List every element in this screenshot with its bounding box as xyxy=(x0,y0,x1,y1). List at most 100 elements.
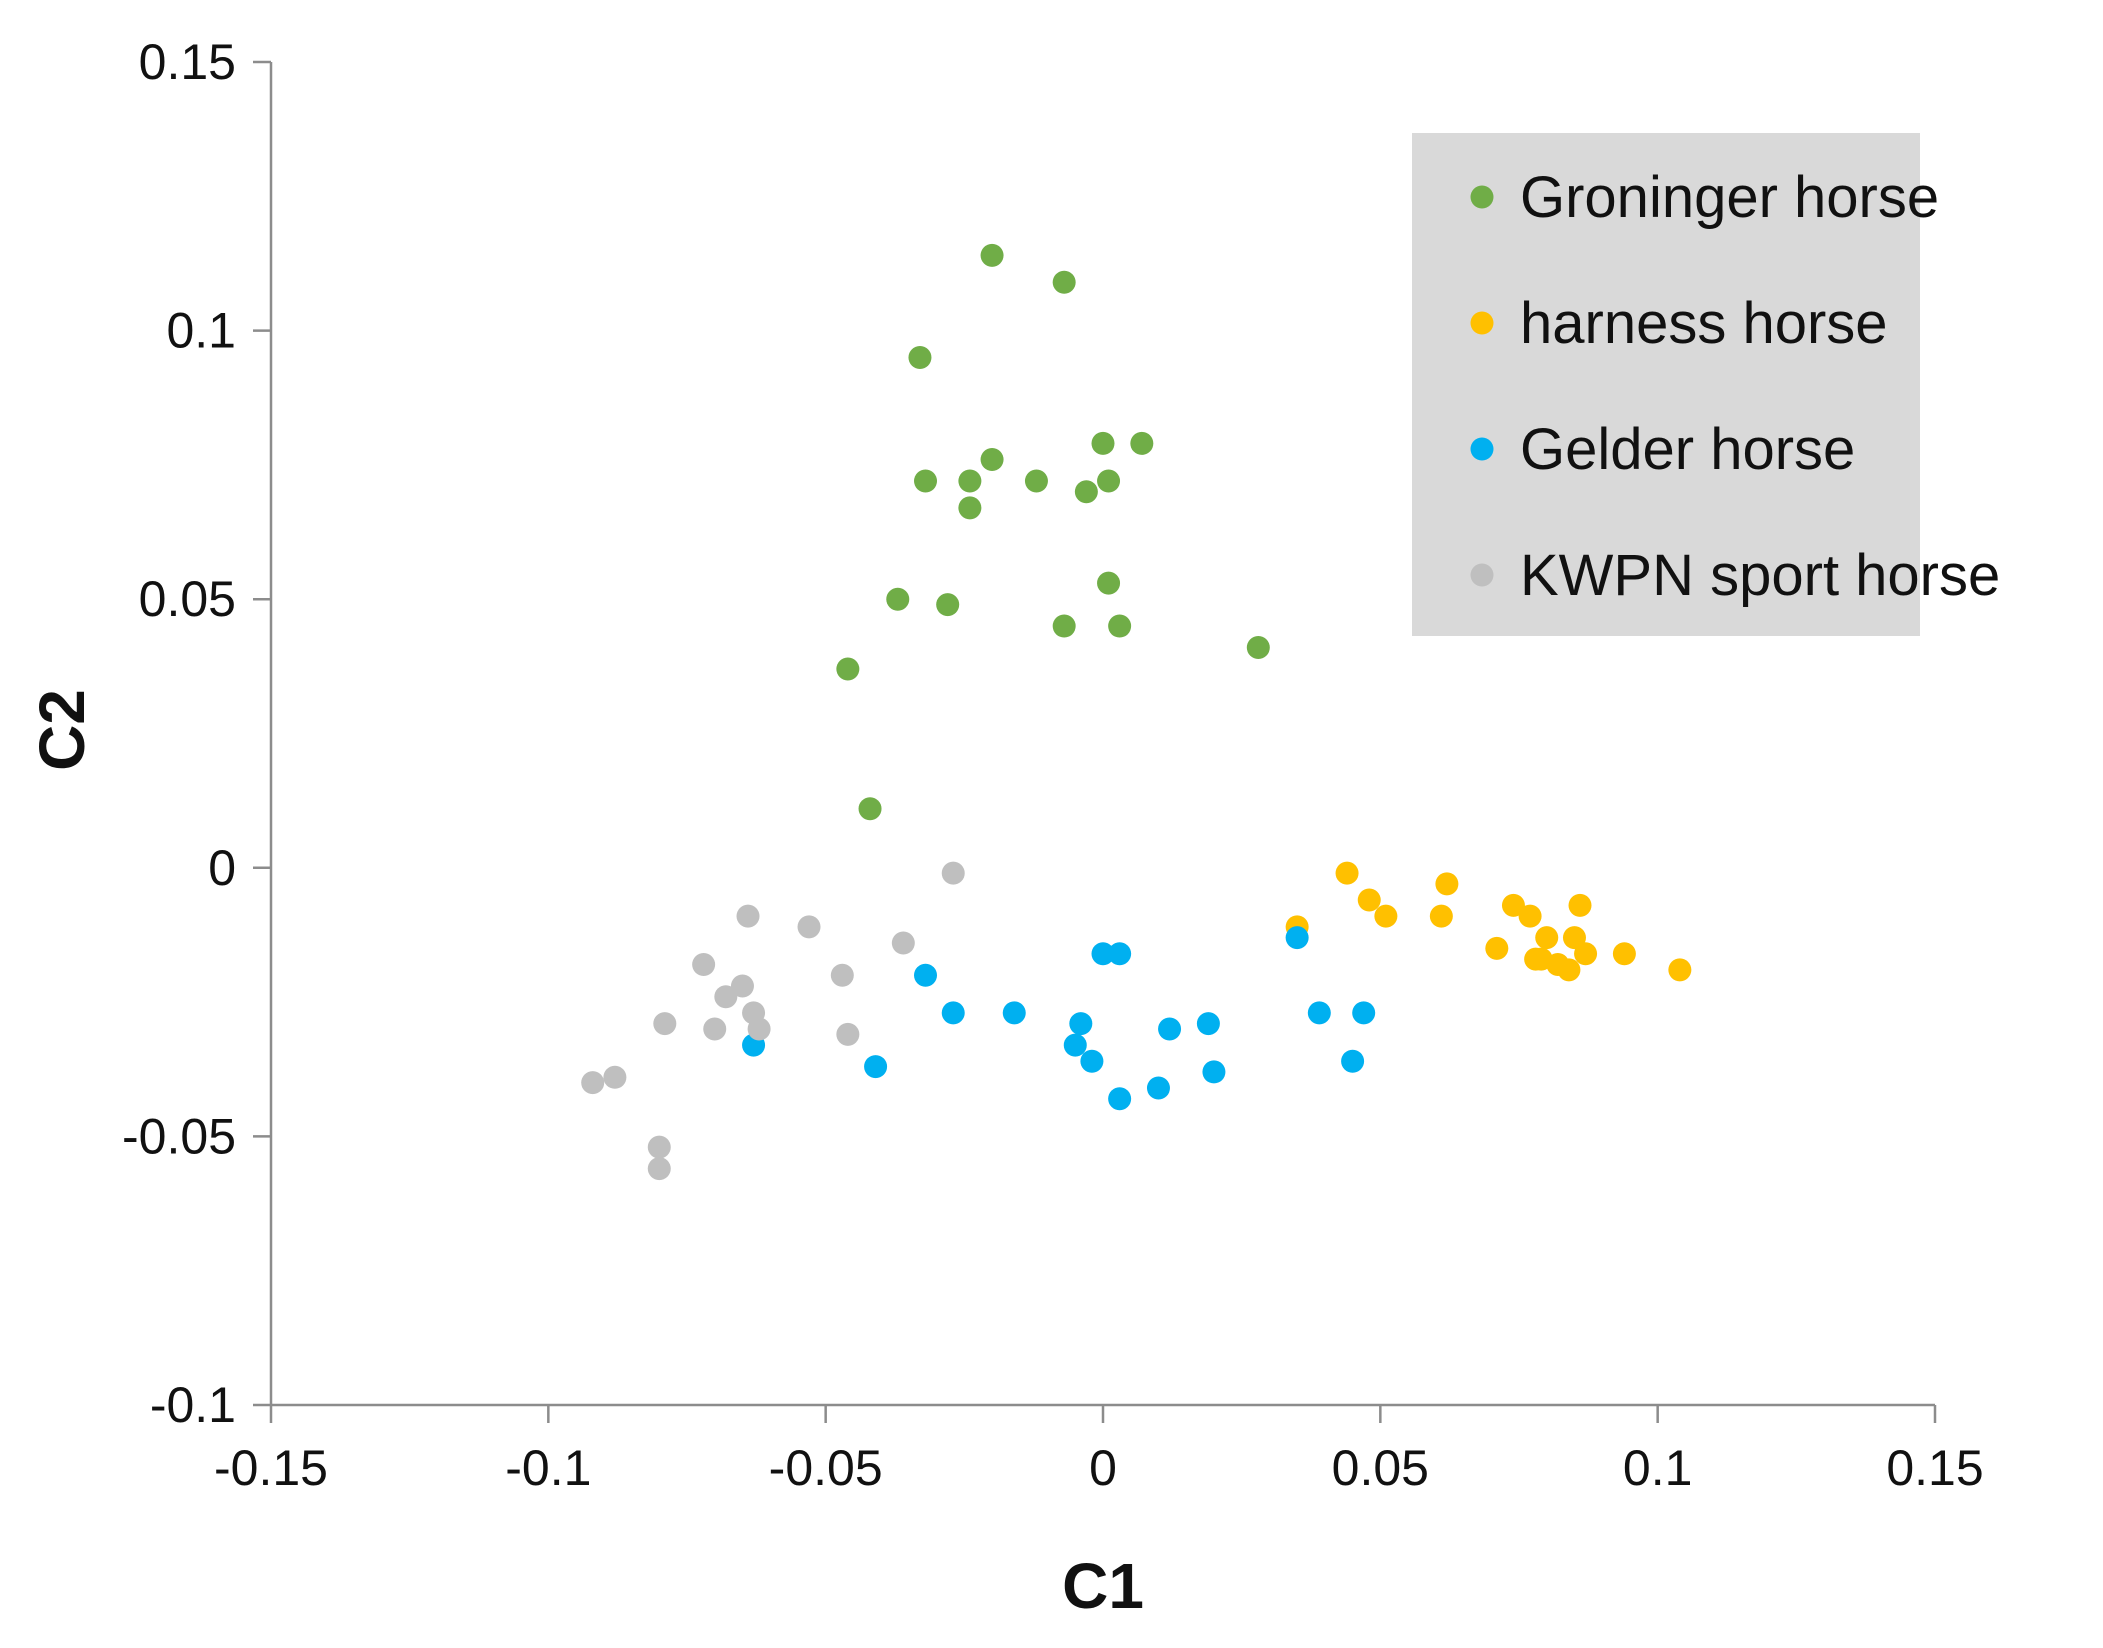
data-point xyxy=(1568,893,1592,917)
data-point xyxy=(908,345,932,369)
data-point xyxy=(1335,861,1359,885)
legend-marker xyxy=(1470,311,1494,335)
data-points xyxy=(581,243,1692,1181)
axes: -0.1 -0.05 0 0.05 0.1 0.15 -0.15 -0.1 -0.05 0 0.05… xyxy=(122,34,1984,1496)
data-point xyxy=(1668,958,1692,982)
x-axis-title: C1 xyxy=(1062,1550,1144,1622)
data-point xyxy=(1429,904,1453,928)
data-point xyxy=(1091,431,1115,455)
data-point xyxy=(1069,1012,1093,1036)
data-point xyxy=(836,1022,860,1046)
data-point xyxy=(941,861,965,885)
legend: Groninger horse harness horse Gelder horse… xyxy=(1412,133,2000,636)
legend-label: Groninger horse xyxy=(1520,165,1939,230)
data-point xyxy=(1130,431,1154,455)
data-point xyxy=(1097,469,1121,493)
data-point xyxy=(980,448,1004,472)
legend-marker xyxy=(1470,437,1494,461)
data-point xyxy=(1612,942,1636,966)
x-tick-label: -0.15 xyxy=(214,1440,328,1496)
data-point xyxy=(647,1135,671,1159)
y-tick-label: 0.05 xyxy=(139,571,236,627)
data-point xyxy=(1202,1060,1226,1084)
x-tick-label: 0 xyxy=(1089,1440,1117,1496)
y-tick-label: -0.1 xyxy=(150,1377,236,1433)
legend-marker xyxy=(1470,185,1494,209)
y-tick-label: 0.15 xyxy=(139,34,236,90)
data-point xyxy=(581,1071,605,1095)
legend-label: harness horse xyxy=(1520,291,1888,356)
data-point xyxy=(1097,571,1121,595)
data-point xyxy=(1080,1049,1104,1073)
data-point xyxy=(914,469,938,493)
data-point xyxy=(1557,958,1581,982)
series-harness-horse xyxy=(1285,861,1692,982)
data-point xyxy=(797,915,821,939)
data-point xyxy=(736,904,760,928)
legend-marker xyxy=(1470,563,1494,587)
data-point xyxy=(1108,614,1132,638)
data-point xyxy=(1574,942,1598,966)
data-point xyxy=(1535,926,1559,950)
data-point xyxy=(1485,936,1509,960)
data-point xyxy=(1052,270,1076,294)
data-point xyxy=(1357,888,1381,912)
data-point xyxy=(1246,636,1270,660)
x-tick-label: -0.05 xyxy=(769,1440,883,1496)
y-axis-title: C2 xyxy=(26,689,98,771)
data-point xyxy=(936,593,960,617)
legend-label: KWPN sport horse xyxy=(1520,543,2000,608)
data-point xyxy=(958,496,982,520)
data-point xyxy=(1108,942,1132,966)
data-point xyxy=(1285,926,1309,950)
data-point xyxy=(1501,893,1525,917)
data-point xyxy=(1562,926,1586,950)
data-point xyxy=(1352,1001,1376,1025)
data-point xyxy=(1374,904,1398,928)
data-point xyxy=(647,1157,671,1181)
data-point xyxy=(1435,872,1459,896)
data-point xyxy=(891,931,915,955)
data-point xyxy=(1518,904,1542,928)
x-tick-label: 0.15 xyxy=(1886,1440,1983,1496)
data-point xyxy=(1307,1001,1331,1025)
data-point xyxy=(1002,1001,1026,1025)
series-kwpn-sport-horse xyxy=(581,861,965,1181)
data-point xyxy=(653,1012,677,1036)
legend-label: Gelder horse xyxy=(1520,417,1855,482)
data-point xyxy=(703,1017,727,1041)
data-point xyxy=(858,797,882,821)
y-tick-label: 0 xyxy=(208,840,236,896)
data-point xyxy=(1063,1033,1087,1057)
series-gelder-horse xyxy=(742,926,1376,1111)
data-point xyxy=(958,469,982,493)
data-point xyxy=(1158,1017,1182,1041)
data-point xyxy=(1146,1076,1170,1100)
x-tick-label: 0.1 xyxy=(1623,1440,1693,1496)
data-point xyxy=(886,587,910,611)
data-point xyxy=(1074,480,1098,504)
data-point xyxy=(730,974,754,998)
data-point xyxy=(714,985,738,1009)
data-point xyxy=(830,963,854,987)
data-point xyxy=(1341,1049,1365,1073)
data-point xyxy=(1024,469,1048,493)
data-point xyxy=(603,1065,627,1089)
x-tick-label: 0.05 xyxy=(1332,1440,1429,1496)
x-tick-label: -0.1 xyxy=(505,1440,591,1496)
data-point xyxy=(941,1001,965,1025)
y-tick-label: 0.1 xyxy=(166,303,236,359)
series-groninger-horse xyxy=(836,243,1270,821)
data-point xyxy=(914,963,938,987)
data-point xyxy=(747,1017,771,1041)
data-point xyxy=(1052,614,1076,638)
data-point xyxy=(980,243,1004,267)
data-point xyxy=(864,1055,888,1079)
legend-box xyxy=(1412,133,1920,636)
data-point xyxy=(836,657,860,681)
y-tick-label: -0.05 xyxy=(122,1108,236,1164)
data-point xyxy=(1091,942,1115,966)
data-point xyxy=(1108,1087,1132,1111)
